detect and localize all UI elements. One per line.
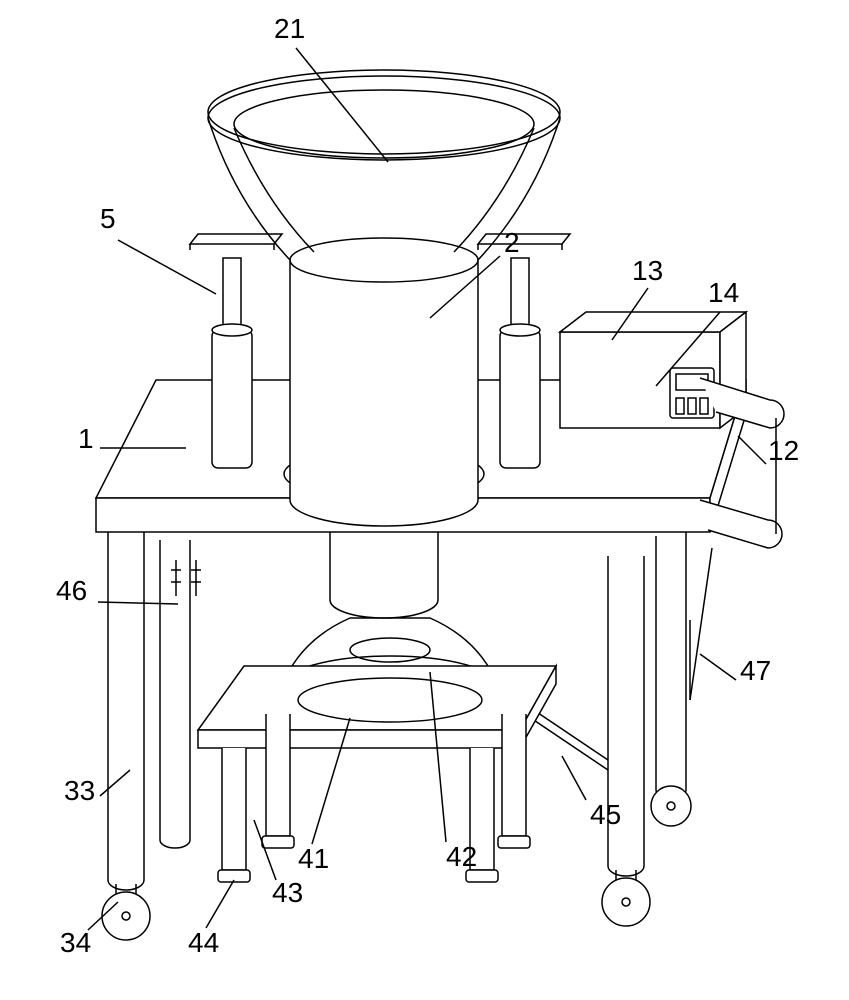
callout-label: 46: [56, 575, 87, 606]
callout-label: 47: [740, 655, 771, 686]
callout-label: 14: [708, 277, 739, 308]
callout-label: 5: [100, 203, 116, 234]
callout-label: 44: [188, 927, 219, 958]
callout-label: 2: [504, 227, 520, 258]
callout-label: 33: [64, 775, 95, 806]
callout-label: 41: [298, 843, 329, 874]
callout-label: 42: [446, 841, 477, 872]
callout-label: 43: [272, 877, 303, 908]
callout-label: 1: [78, 423, 94, 454]
callout-label: 13: [632, 255, 663, 286]
callout-label: 45: [590, 799, 621, 830]
callout-label: 21: [274, 13, 305, 44]
callout-label: 12: [768, 435, 799, 466]
callout-label: 34: [60, 927, 91, 958]
